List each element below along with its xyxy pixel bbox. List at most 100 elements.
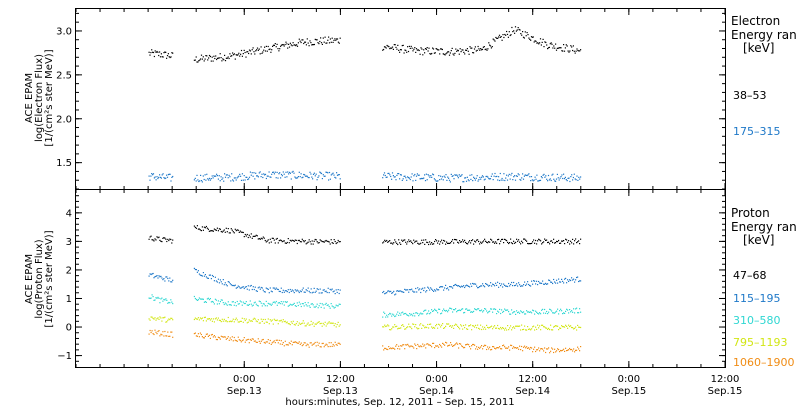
data-point [516, 347, 518, 349]
data-point [414, 241, 416, 243]
data-point [416, 312, 418, 314]
data-point [382, 326, 384, 328]
data-point [231, 301, 233, 303]
data-point [323, 241, 325, 243]
data-point [300, 41, 302, 44]
data-point [503, 173, 505, 175]
data-point [299, 290, 301, 292]
data-point [244, 319, 246, 322]
data-point [520, 285, 522, 287]
data-point [571, 46, 573, 48]
data-point [472, 343, 474, 346]
data-point [329, 178, 331, 180]
data-point [468, 309, 470, 311]
data-point [435, 309, 437, 311]
x-tick-date-label: Sep.13 [227, 386, 262, 397]
data-point [220, 299, 222, 301]
data-point [150, 273, 152, 276]
data-point [281, 303, 283, 305]
data-point [335, 242, 337, 245]
data-point [211, 230, 213, 232]
data-point [419, 313, 421, 315]
data-point [217, 300, 219, 302]
data-point [246, 233, 248, 236]
data-point [403, 325, 405, 327]
data-point [263, 237, 265, 239]
y-tick-label: 4 [66, 208, 72, 219]
data-point [423, 49, 425, 51]
data-point [517, 285, 519, 287]
data-point [507, 175, 509, 177]
data-point [218, 228, 220, 230]
data-point [170, 331, 172, 333]
data-point [223, 59, 225, 61]
data-point [322, 322, 324, 324]
data-point [250, 53, 252, 55]
data-point [314, 38, 316, 40]
proton-legend-title-3: [keV] [743, 233, 774, 247]
data-point [560, 281, 562, 283]
data-point [577, 346, 579, 348]
data-point [437, 49, 439, 51]
data-point [421, 239, 423, 241]
data-point [399, 327, 401, 329]
data-point [318, 305, 320, 307]
data-point [409, 178, 411, 181]
data-point [260, 340, 262, 342]
data-point [478, 48, 480, 50]
data-point [507, 309, 509, 311]
data-point [495, 241, 497, 243]
data-point [562, 349, 564, 351]
data-point [507, 325, 509, 327]
data-point [492, 38, 494, 40]
data-point [435, 48, 437, 50]
data-point [423, 239, 425, 241]
data-point [272, 237, 274, 239]
data-point [425, 326, 427, 328]
data-point [431, 176, 433, 178]
data-point [156, 236, 158, 238]
data-point [242, 286, 244, 288]
data-point [444, 54, 446, 56]
data-point [236, 319, 238, 321]
data-point [244, 286, 246, 288]
data-point [383, 48, 385, 51]
data-point [520, 329, 522, 331]
data-point [516, 325, 518, 327]
data-point [471, 47, 473, 49]
data-point [536, 349, 538, 351]
data-point [241, 340, 243, 342]
data-point [325, 343, 327, 345]
data-point [275, 287, 277, 289]
data-point [210, 334, 212, 336]
data-point [230, 339, 232, 341]
data-point [300, 323, 302, 325]
data-point [388, 290, 390, 292]
data-point [535, 239, 537, 242]
data-point [304, 41, 307, 43]
data-point [406, 326, 408, 329]
data-point [491, 308, 493, 310]
data-point [545, 239, 547, 241]
data-point [169, 238, 171, 240]
data-point [333, 39, 335, 41]
data-point [569, 50, 571, 52]
data-point [291, 171, 293, 173]
data-point [159, 316, 161, 318]
data-point [489, 326, 491, 329]
data-point [410, 45, 412, 47]
data-point [269, 48, 271, 50]
data-point [557, 282, 559, 284]
data-point [510, 344, 512, 346]
data-point [519, 178, 521, 181]
data-point [155, 179, 157, 181]
data-point [149, 297, 151, 299]
data-point [307, 42, 309, 44]
data-point [564, 243, 566, 245]
data-point [421, 327, 423, 329]
data-point [516, 29, 518, 31]
data-point [479, 243, 481, 245]
data-point [415, 240, 417, 242]
data-point [439, 179, 441, 181]
